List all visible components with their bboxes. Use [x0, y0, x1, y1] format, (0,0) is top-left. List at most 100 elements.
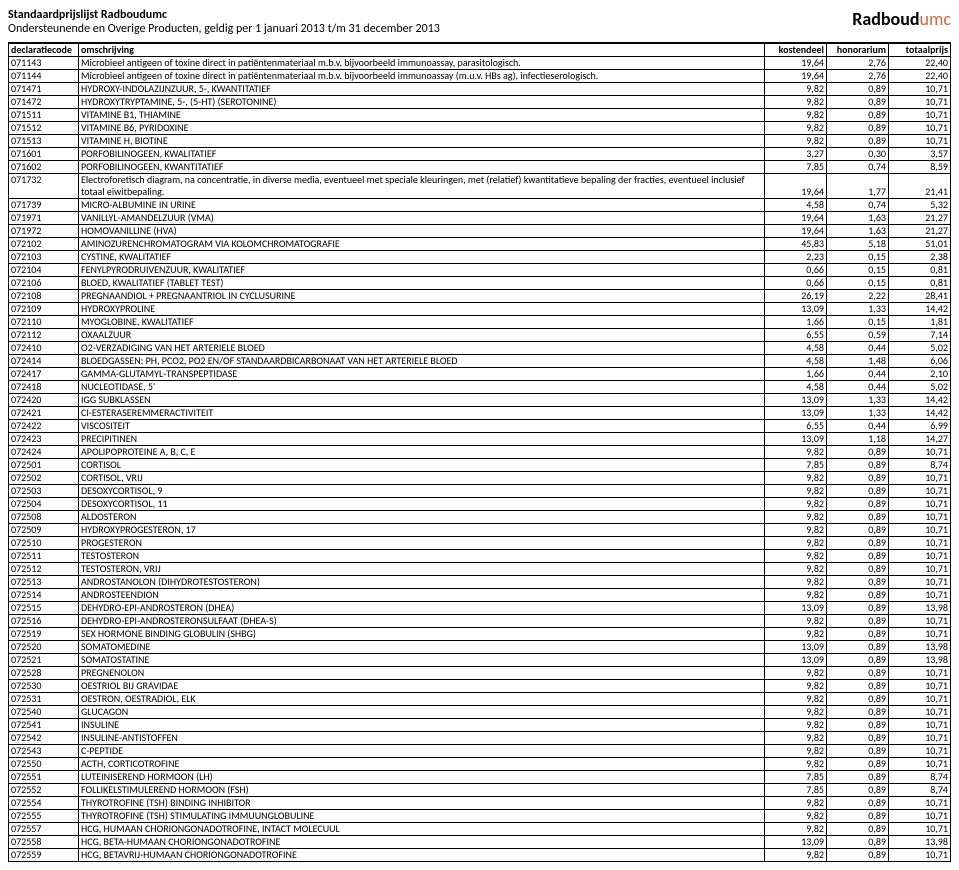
- cell-code: 071601: [9, 148, 79, 161]
- cell-kostendeel: 7,85: [765, 784, 827, 797]
- table-row: 072541INSULINE9,820,8910,71: [9, 719, 951, 732]
- cell-honorarium: 0,89: [827, 550, 889, 563]
- cell-kostendeel: 13,09: [765, 602, 827, 615]
- table-row: 072516DEHYDRO-EPI-ANDROSTERONSULFAAT (DH…: [9, 615, 951, 628]
- cell-kostendeel: 9,82: [765, 628, 827, 641]
- cell-honorarium: 0,89: [827, 109, 889, 122]
- cell-totaalprijs: 21,41: [889, 174, 951, 199]
- cell-code: 072541: [9, 719, 79, 732]
- cell-desc: SOMATOMEDINE: [79, 641, 765, 654]
- cell-honorarium: 0,89: [827, 446, 889, 459]
- cell-desc: SOMATOSTATINE: [79, 654, 765, 667]
- cell-desc: HYDROXY-INDOLAZIJNZUUR, 5-, KWANTITATIEF: [79, 83, 765, 96]
- cell-desc: ANDROSTANOLON (DIHYDROTESTOSTERON): [79, 576, 765, 589]
- table-header-row: declaratiecode omschrijving kostendeel h…: [9, 43, 951, 57]
- cell-code: 072520: [9, 641, 79, 654]
- cell-totaalprijs: 10,71: [889, 472, 951, 485]
- cell-honorarium: 0,44: [827, 420, 889, 433]
- cell-kostendeel: 4,58: [765, 355, 827, 368]
- table-row: 072557HCG, HUMAAN CHORIONGONADOTROFINE, …: [9, 823, 951, 836]
- cell-desc: OESTRON, OESTRADIOL, ELK: [79, 693, 765, 706]
- cell-code: 072512: [9, 563, 79, 576]
- cell-desc: IGG SUBKLASSEN: [79, 394, 765, 407]
- cell-honorarium: 0,74: [827, 161, 889, 174]
- cell-honorarium: 0,74: [827, 199, 889, 212]
- table-row: 072520SOMATOMEDINE13,090,8913,98: [9, 641, 951, 654]
- cell-kostendeel: 9,82: [765, 122, 827, 135]
- cell-totaalprijs: 10,71: [889, 667, 951, 680]
- cell-honorarium: 0,89: [827, 563, 889, 576]
- table-row: 072531OESTRON, OESTRADIOL, ELK9,820,8910…: [9, 693, 951, 706]
- table-row: 072424APOLIPOPROTEINE A, B, C, E9,820,89…: [9, 446, 951, 459]
- table-row: 072543C-PEPTIDE9,820,8910,71: [9, 745, 951, 758]
- cell-desc: OXAALZUUR: [79, 329, 765, 342]
- cell-honorarium: 0,30: [827, 148, 889, 161]
- table-row: 072528PREGNENOLON9,820,8910,71: [9, 667, 951, 680]
- cell-kostendeel: 9,82: [765, 849, 827, 862]
- cell-kostendeel: 9,82: [765, 109, 827, 122]
- cell-desc: O2-VERZADIGING VAN HET ARTERIELE BLOED: [79, 342, 765, 355]
- cell-kostendeel: 13,09: [765, 641, 827, 654]
- cell-kostendeel: 9,82: [765, 446, 827, 459]
- cell-desc: PRECIPITINEN: [79, 433, 765, 446]
- cell-code: 071471: [9, 83, 79, 96]
- cell-desc: VISCOSITEIT: [79, 420, 765, 433]
- cell-totaalprijs: 3,57: [889, 148, 951, 161]
- cell-code: 072514: [9, 589, 79, 602]
- cell-totaalprijs: 10,71: [889, 446, 951, 459]
- cell-honorarium: 5,18: [827, 238, 889, 251]
- cell-totaalprijs: 21,27: [889, 212, 951, 225]
- cell-honorarium: 0,89: [827, 706, 889, 719]
- cell-totaalprijs: 10,71: [889, 537, 951, 550]
- cell-honorarium: 1,77: [827, 174, 889, 199]
- table-row: 072106BLOED, KWALITATIEF (TABLET TEST)0,…: [9, 277, 951, 290]
- title-block: Standaardprijslijst Radboudumc Ondersteu…: [8, 8, 852, 42]
- cell-code: 072513: [9, 576, 79, 589]
- cell-kostendeel: 13,09: [765, 303, 827, 316]
- logo-main: Radboud: [852, 8, 919, 30]
- cell-desc: NUCLEOTIDASE, 5': [79, 381, 765, 394]
- cell-kostendeel: 9,82: [765, 667, 827, 680]
- cell-code: 072410: [9, 342, 79, 355]
- cell-kostendeel: 9,82: [765, 823, 827, 836]
- cell-honorarium: 0,89: [827, 628, 889, 641]
- cell-honorarium: 0,15: [827, 264, 889, 277]
- cell-desc: INSULINE: [79, 719, 765, 732]
- cell-code: 072521: [9, 654, 79, 667]
- cell-honorarium: 0,44: [827, 368, 889, 381]
- cell-totaalprijs: 10,71: [889, 823, 951, 836]
- cell-code: 072420: [9, 394, 79, 407]
- cell-totaalprijs: 21,27: [889, 225, 951, 238]
- cell-desc: THYROTROFINE (TSH) STIMULATING IMMUUNGLO…: [79, 810, 765, 823]
- cell-code: 072558: [9, 836, 79, 849]
- cell-honorarium: 0,89: [827, 602, 889, 615]
- cell-honorarium: 0,89: [827, 667, 889, 680]
- cell-kostendeel: 9,82: [765, 472, 827, 485]
- table-row: 072112OXAALZUUR6,550,597,14: [9, 329, 951, 342]
- cell-honorarium: 0,89: [827, 511, 889, 524]
- cell-totaalprijs: 8,59: [889, 161, 951, 174]
- cell-honorarium: 0,89: [827, 836, 889, 849]
- col-header-desc: omschrijving: [79, 43, 765, 57]
- table-row: 072110MYOGLOBINE, KWALITATIEF1,660,151,8…: [9, 316, 951, 329]
- cell-kostendeel: 4,58: [765, 199, 827, 212]
- cell-code: 072503: [9, 485, 79, 498]
- cell-code: 072508: [9, 511, 79, 524]
- cell-desc: GLUCAGON: [79, 706, 765, 719]
- cell-totaalprijs: 10,71: [889, 498, 951, 511]
- cell-totaalprijs: 10,71: [889, 96, 951, 109]
- cell-totaalprijs: 28,41: [889, 290, 951, 303]
- cell-totaalprijs: 13,98: [889, 654, 951, 667]
- cell-kostendeel: 13,09: [765, 836, 827, 849]
- table-row: 071972HOMOVANILLINE (HVA)19,641,6321,27: [9, 225, 951, 238]
- cell-kostendeel: 1,66: [765, 316, 827, 329]
- table-row: 072521SOMATOSTATINE13,090,8913,98: [9, 654, 951, 667]
- cell-totaalprijs: 13,98: [889, 641, 951, 654]
- cell-kostendeel: 6,55: [765, 329, 827, 342]
- cell-code: 072104: [9, 264, 79, 277]
- cell-desc: VANILLYL-AMANDELZUUR (VMA): [79, 212, 765, 225]
- cell-totaalprijs: 14,27: [889, 433, 951, 446]
- table-row: 072502CORTISOL, VRIJ9,820,8910,71: [9, 472, 951, 485]
- cell-code: 072509: [9, 524, 79, 537]
- cell-desc: DEHYDRO-EPI-ANDROSTERONSULFAAT (DHEA-S): [79, 615, 765, 628]
